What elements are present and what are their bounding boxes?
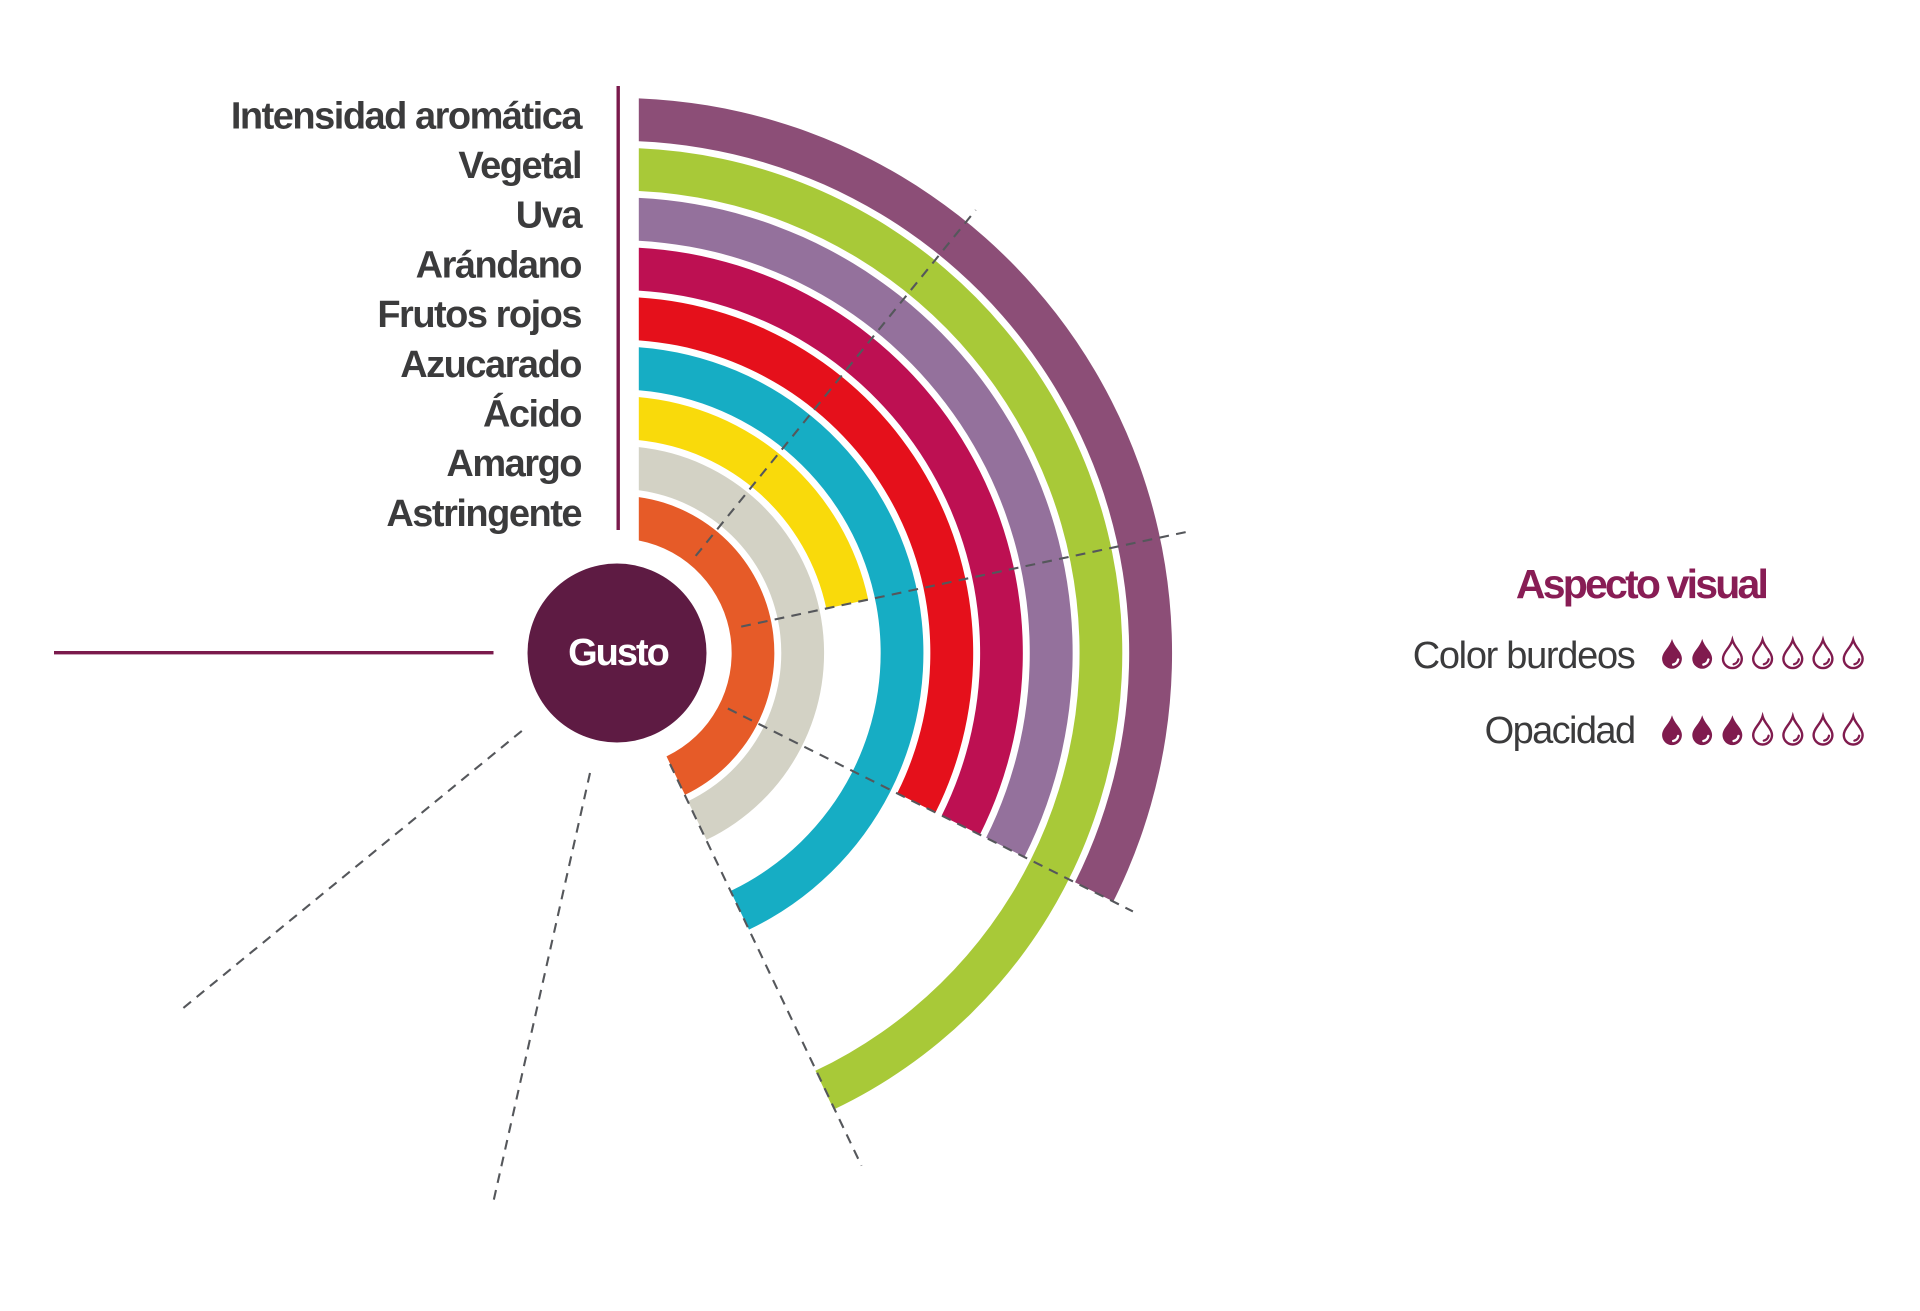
svg-text:Opacidad: Opacidad	[1485, 710, 1635, 752]
svg-text:Aspecto visual: Aspecto visual	[1516, 561, 1767, 607]
svg-text:Arándano: Arándano	[416, 244, 582, 286]
svg-text:Vegetal: Vegetal	[458, 145, 581, 187]
svg-text:Astringente: Astringente	[386, 493, 581, 535]
svg-text:Intensidad aromática: Intensidad aromática	[231, 95, 583, 137]
svg-text:Amargo: Amargo	[446, 443, 581, 485]
svg-text:Frutos rojos: Frutos rojos	[377, 294, 581, 336]
svg-text:Gusto: Gusto	[568, 632, 669, 674]
svg-text:Uva: Uva	[516, 195, 584, 237]
svg-text:Azucarado: Azucarado	[400, 344, 581, 386]
svg-text:Ácido: Ácido	[483, 392, 581, 436]
svg-text:Color burdeos: Color burdeos	[1413, 635, 1635, 677]
